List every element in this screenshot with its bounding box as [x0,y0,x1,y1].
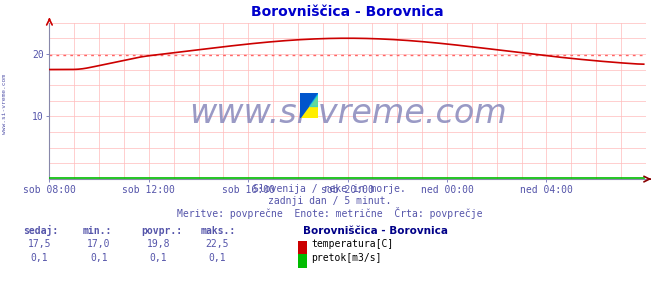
Text: 0,1: 0,1 [209,253,226,263]
Text: 19,8: 19,8 [146,239,170,249]
Text: www.si-vreme.com: www.si-vreme.com [188,97,507,130]
Text: povpr.:: povpr.: [142,226,183,236]
Text: Slovenija / reke in morje.: Slovenija / reke in morje. [253,184,406,194]
Polygon shape [300,93,318,118]
Polygon shape [309,93,318,106]
Text: 0,1: 0,1 [90,253,107,263]
Text: 0,1: 0,1 [150,253,167,263]
Text: www.si-vreme.com: www.si-vreme.com [2,74,7,134]
Polygon shape [300,93,318,118]
Text: 17,0: 17,0 [87,239,111,249]
Text: 17,5: 17,5 [28,239,51,249]
Text: 0,1: 0,1 [31,253,48,263]
Text: pretok[m3/s]: pretok[m3/s] [311,253,382,263]
Text: 22,5: 22,5 [206,239,229,249]
Text: Borovniščica - Borovnica: Borovniščica - Borovnica [303,226,448,236]
Text: min.:: min.: [82,226,112,236]
Text: maks.:: maks.: [201,226,236,236]
Text: Meritve: povprečne  Enote: metrične  Črta: povprečje: Meritve: povprečne Enote: metrične Črta:… [177,207,482,219]
Text: temperatura[C]: temperatura[C] [311,239,393,249]
Text: sedaj:: sedaj: [23,225,58,236]
Title: Borovniščica - Borovnica: Borovniščica - Borovnica [251,5,444,19]
Text: zadnji dan / 5 minut.: zadnji dan / 5 minut. [268,197,391,206]
